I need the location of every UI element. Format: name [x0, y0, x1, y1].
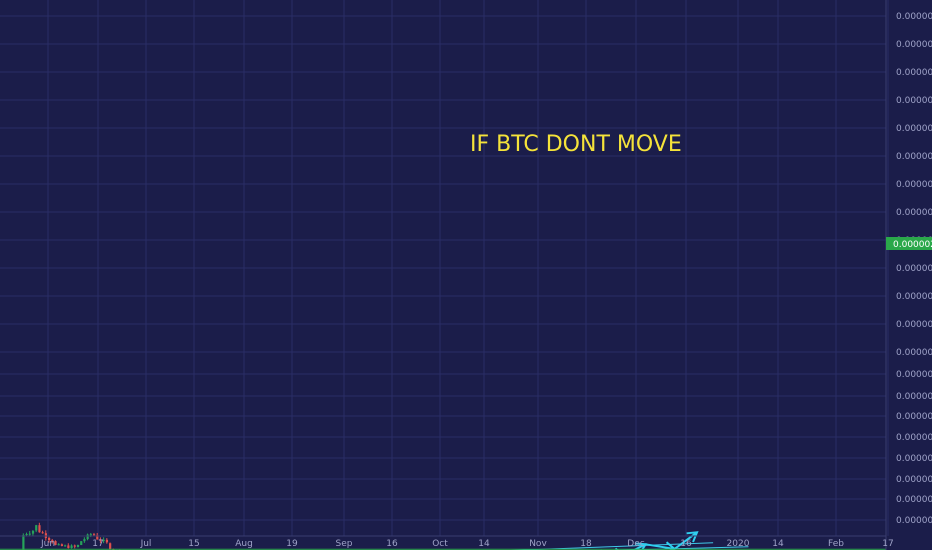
arrow-head — [686, 531, 699, 543]
y-tick-label: 0.00000100 — [896, 433, 932, 443]
x-tick-label: 19 — [286, 539, 298, 549]
x-tick-label: 2020 — [727, 539, 750, 549]
candle-down — [73, 545, 76, 547]
candle-up — [76, 544, 80, 547]
y-tick-label: 0.00000220 — [896, 264, 932, 274]
y-tick-label: 0.00000260 — [896, 208, 932, 218]
candle-down — [105, 539, 109, 543]
candle-up — [64, 545, 67, 547]
candle-up — [102, 539, 105, 541]
x-tick-label: 16 — [386, 539, 398, 549]
candle-down — [96, 535, 99, 540]
y-tick-label: 0.00000115 — [896, 412, 932, 422]
candle-up — [89, 534, 92, 536]
candle-down — [67, 545, 70, 549]
candle-up — [31, 530, 35, 534]
x-axis[interactable]: Jun 17 Jul 15 Aug 19 Sep 16 Oct 14 Nov 18 Dec 16 2020 1… — [0, 535, 894, 549]
y-tick-label: 0.00000400 — [896, 12, 932, 22]
y-tick-label: 0.00000200 — [896, 292, 932, 302]
y-tick-label: 0.00000320 — [896, 124, 932, 134]
chart-annotation: IF BTC DONT MOVE — [470, 132, 682, 157]
y-tick-label: 0.00000280 — [896, 180, 932, 190]
candle-down — [99, 539, 102, 541]
candle-up — [70, 545, 73, 549]
candle-up — [22, 535, 25, 550]
current-price-tag — [886, 237, 932, 250]
candle-up — [35, 525, 38, 531]
candle-up — [25, 533, 28, 536]
candle-up — [28, 533, 31, 535]
candle-up — [57, 544, 60, 546]
current-price-label: 0.00000235 — [893, 240, 932, 250]
x-tick-label: Nov — [529, 539, 547, 549]
x-tick-label: 17 — [92, 539, 103, 549]
x-tick-label: 14 — [772, 539, 784, 549]
x-tick-label: Feb — [828, 539, 844, 549]
y-tick-label: 0.00000145 — [896, 370, 932, 380]
y-tick-label: 0.00000085 — [896, 454, 932, 464]
x-tick-label: 16 — [680, 539, 692, 549]
y-tick-label: 0.00000130 — [896, 392, 932, 402]
upper-channel-line[interactable] — [279, 542, 714, 550]
x-tick-label: Oct — [432, 539, 448, 549]
candle-up — [83, 539, 86, 542]
y-tick-label: 0.00000071 — [896, 475, 932, 485]
candle-down — [41, 532, 44, 534]
x-tick-label: Jul — [140, 539, 152, 549]
candle-down — [92, 534, 96, 536]
candle-up — [80, 541, 83, 545]
y-tick-label: 0.00000300 — [896, 152, 932, 162]
y-tick-label: 0.00000380 — [896, 40, 932, 50]
x-tick-label: 15 — [188, 539, 199, 549]
y-tick-label: 0.00000360 — [896, 68, 932, 78]
x-tick-label: Sep — [336, 539, 353, 549]
arrow-head — [635, 542, 648, 550]
x-tick-label: Jun — [40, 539, 55, 549]
x-tick-label: Dec — [627, 539, 644, 549]
x-tick-label: 18 — [580, 539, 592, 549]
candle-up — [86, 534, 89, 540]
candles — [22, 522, 121, 550]
candle-down — [38, 525, 41, 533]
candle-down — [109, 543, 112, 550]
y-tick-label: 0.00000340 — [896, 96, 932, 106]
candle-down — [54, 541, 57, 545]
gridlines — [0, 0, 889, 536]
y-tick-label: 0.00000043 — [896, 516, 932, 526]
y-tick-label: 0.00000160 — [896, 348, 932, 358]
candle-down — [51, 540, 54, 543]
y-tick-label: 0.00000180 — [896, 320, 932, 330]
candle-down — [60, 544, 64, 546]
x-tick-label: Aug — [235, 539, 253, 549]
x-tick-label: 17 — [882, 539, 893, 549]
y-tick-label: 0.00000057 — [896, 495, 932, 505]
x-tick-label: 14 — [478, 539, 490, 549]
candle-down — [48, 537, 51, 541]
y-axis[interactable]: 0.00000400 0.00000380 0.00000360 0.00000340… — [885, 0, 932, 550]
